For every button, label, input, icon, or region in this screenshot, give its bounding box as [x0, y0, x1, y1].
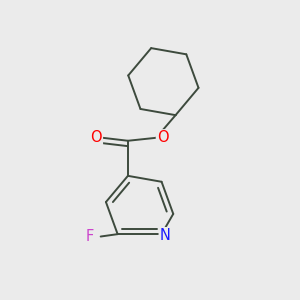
Text: N: N — [160, 228, 171, 243]
Text: O: O — [90, 130, 102, 145]
Text: F: F — [86, 229, 94, 244]
Text: O: O — [157, 130, 169, 145]
